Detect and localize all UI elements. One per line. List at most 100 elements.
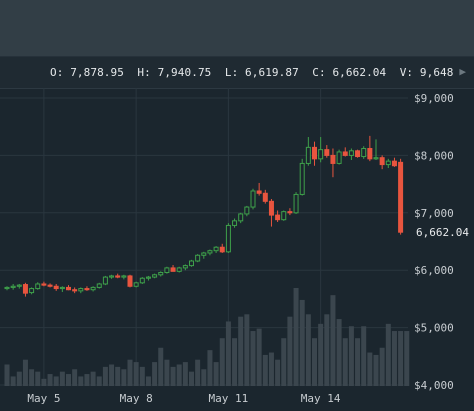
candle-down (275, 214, 281, 221)
candle-down (47, 284, 53, 287)
volume-bar (262, 354, 268, 386)
volume-bar (29, 369, 35, 386)
ohlc-readout: O: 7,878.95 H: 7,940.75 L: 6,619.87 C: 6… (50, 66, 454, 79)
volume-bar (22, 359, 28, 386)
volume-bar (72, 369, 78, 386)
volume-bar (287, 316, 293, 386)
y-tick-label: $6,000 (414, 264, 454, 277)
candle-down (22, 284, 28, 294)
candle-up (176, 267, 182, 272)
candle-down (66, 286, 71, 291)
last-price-badge (414, 225, 474, 240)
candle-down (355, 150, 361, 158)
candle-up (299, 162, 305, 195)
volume-bar (398, 331, 404, 386)
volume-bar (66, 374, 71, 386)
volume-bar (115, 366, 121, 386)
candle-up (373, 157, 379, 160)
volume-bar (16, 371, 22, 386)
volume-bar (10, 376, 16, 386)
volume-bar (207, 350, 213, 386)
candle-down (127, 275, 133, 287)
candle-down (379, 157, 385, 166)
volume-bar (145, 376, 151, 386)
candle-down (324, 149, 330, 156)
candle-up (207, 250, 213, 254)
candle-down (312, 146, 317, 160)
volume-bar (219, 338, 225, 386)
candle-down (84, 288, 90, 291)
volume-bar (385, 323, 391, 386)
candle-up (244, 206, 250, 215)
volume-bar (102, 366, 108, 386)
volume-bar (238, 316, 244, 386)
candle-up (318, 149, 324, 160)
volume-bar (312, 338, 317, 386)
candle-up (78, 288, 84, 292)
candle-up (121, 275, 127, 278)
candle-up (96, 283, 102, 288)
candle-up (4, 286, 10, 290)
volume-bar (158, 347, 164, 386)
open-label: O: (50, 66, 64, 79)
volume-bar (348, 326, 354, 386)
volume-bar (139, 366, 145, 386)
volume-bar (201, 369, 207, 386)
candle-up (90, 286, 96, 291)
x-tick-label: May 11 (209, 392, 249, 405)
candle-up (16, 284, 22, 287)
candle-up (225, 224, 231, 253)
volume-value: 9,648 (419, 66, 454, 79)
candle-up (29, 288, 35, 294)
volume-bar (391, 331, 397, 386)
high-value: 7,940.75 (157, 66, 212, 79)
volume-bar (170, 366, 176, 386)
expand-arrow-icon[interactable]: ▶ (459, 65, 466, 78)
volume-bar (121, 369, 127, 386)
volume-bar (404, 331, 410, 386)
y-tick-label: $8,000 (414, 149, 454, 162)
candle-up (213, 246, 219, 252)
volume-bar (305, 314, 311, 386)
candle-down (262, 192, 268, 202)
volume-bar (293, 288, 299, 386)
candle-down (115, 275, 121, 278)
x-tick-label: May 5 (27, 392, 60, 405)
candle-up (152, 274, 158, 278)
volume-bar (96, 376, 102, 386)
volume-bar (275, 359, 281, 386)
candle-down (41, 283, 47, 286)
volume-bar (47, 374, 53, 386)
candle-up (158, 271, 164, 276)
candle-up (238, 213, 244, 222)
candle-down (53, 285, 59, 290)
volume-bar (324, 314, 330, 386)
volume-bar (367, 352, 373, 386)
candle-up (195, 254, 201, 262)
volume-bar (109, 364, 115, 386)
volume-bar (379, 347, 385, 386)
candle-down (391, 160, 397, 167)
high-label: H: (137, 66, 151, 79)
candle-up (361, 148, 367, 158)
volume-bars (4, 288, 410, 386)
candle-up (232, 220, 238, 226)
candle-up (164, 267, 170, 273)
header-bar (0, 0, 474, 57)
candle-down (367, 148, 373, 160)
candle-up (201, 252, 207, 256)
candle-up (102, 276, 108, 285)
volume-bar (268, 352, 274, 386)
y-tick-label: $5,000 (414, 322, 454, 335)
candle-down (398, 161, 404, 233)
volume-label: V: (399, 66, 414, 79)
candle-down (72, 289, 78, 292)
candle-up (139, 277, 145, 284)
volume-bar (152, 362, 158, 386)
candle-down (170, 267, 176, 272)
volume-bar (330, 295, 336, 386)
candle-up (59, 286, 65, 290)
candle-up (35, 283, 41, 290)
volume-bar (78, 376, 84, 386)
